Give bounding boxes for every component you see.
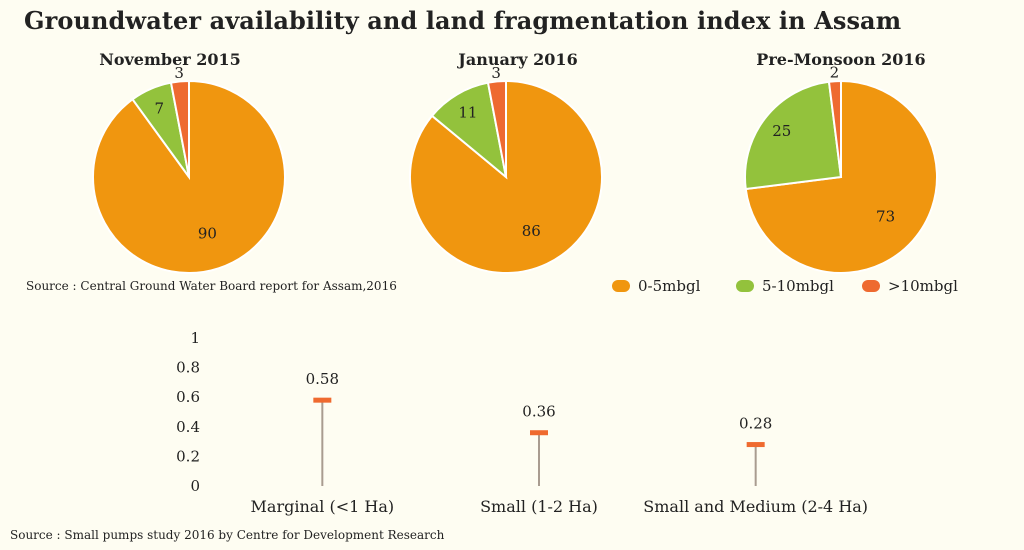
pie-0-label-over-10mbgl: 3 — [174, 64, 184, 82]
legend: 0-5mbgl 5-10mbgl >10mbgl — [612, 277, 1012, 299]
legend-label-0-5mbgl: 0-5mbgl — [638, 277, 701, 295]
y-tick-label-0: 0 — [190, 477, 200, 495]
pie-title-january-2016: January 2016 — [458, 50, 578, 69]
pie-title-pre-monsoon-2016: Pre-Monsoon 2016 — [756, 50, 926, 69]
legend-item-5-10mbgl: 5-10mbgl — [736, 277, 834, 295]
data-label-2: 0.28 — [739, 415, 772, 433]
y-tick-label-3: 0.6 — [176, 388, 200, 406]
lollipop-marker-2 — [746, 442, 765, 448]
y-tick-label-5: 1 — [190, 329, 200, 347]
pie-1-slice-5-10mbgl — [430, 81, 508, 180]
pie-0-slice-over-10mbgl — [169, 79, 190, 178]
pie-0-label-5-10mbgl: 7 — [155, 99, 165, 117]
pie-2-slice-over-10mbgl — [827, 79, 842, 178]
data-label-0: 0.58 — [306, 370, 339, 388]
y-tick-label-2: 0.4 — [176, 418, 200, 436]
legend-swatch-0-5mbgl — [612, 280, 630, 292]
legend-item-0-5mbgl: 0-5mbgl — [612, 277, 700, 295]
y-tick-label-1: 0.2 — [176, 447, 200, 465]
legend-swatch-over-10mbgl — [862, 280, 880, 292]
y-tick-label-4: 0.8 — [176, 359, 200, 377]
lollipop-marker-1 — [530, 430, 548, 436]
pie-title-november-2015: November 2015 — [99, 50, 241, 69]
pie-1-label-5-10mbgl: 11 — [458, 104, 477, 122]
legend-label-over-10mbgl: >10mbgl — [888, 277, 958, 295]
category-label-2: Small and Medium (2-4 Ha) — [643, 497, 868, 516]
pie-0-label-0-5mbgl: 90 — [198, 225, 217, 243]
legend-label-5-10mbgl: 5-10mbgl — [762, 277, 834, 295]
lollipop-marker-0 — [313, 397, 332, 403]
pie-2-label-over-10mbgl: 2 — [830, 64, 840, 82]
source-top: Source : Central Ground Water Board repo… — [26, 279, 397, 293]
category-label-1: Small (1-2 Ha) — [480, 497, 598, 516]
legend-swatch-5-10mbgl — [736, 280, 754, 292]
pie-2-label-0-5mbgl: 73 — [876, 207, 895, 225]
pie-1-slice-over-10mbgl — [486, 79, 507, 178]
pie-1-label-0-5mbgl: 86 — [522, 222, 541, 240]
legend-item-over-10mbgl: >10mbgl — [862, 277, 958, 295]
pie-1-label-over-10mbgl: 3 — [491, 64, 501, 82]
source-bottom: Source : Small pumps study 2016 by Centr… — [10, 528, 445, 542]
data-label-1: 0.36 — [522, 403, 555, 421]
chart-title: Groundwater availability and land fragme… — [24, 6, 902, 35]
category-label-0: Marginal (<1 Ha) — [251, 497, 395, 516]
pie-2-label-5-10mbgl: 25 — [772, 122, 791, 140]
pie-2-slice-5-10mbgl — [744, 80, 843, 191]
